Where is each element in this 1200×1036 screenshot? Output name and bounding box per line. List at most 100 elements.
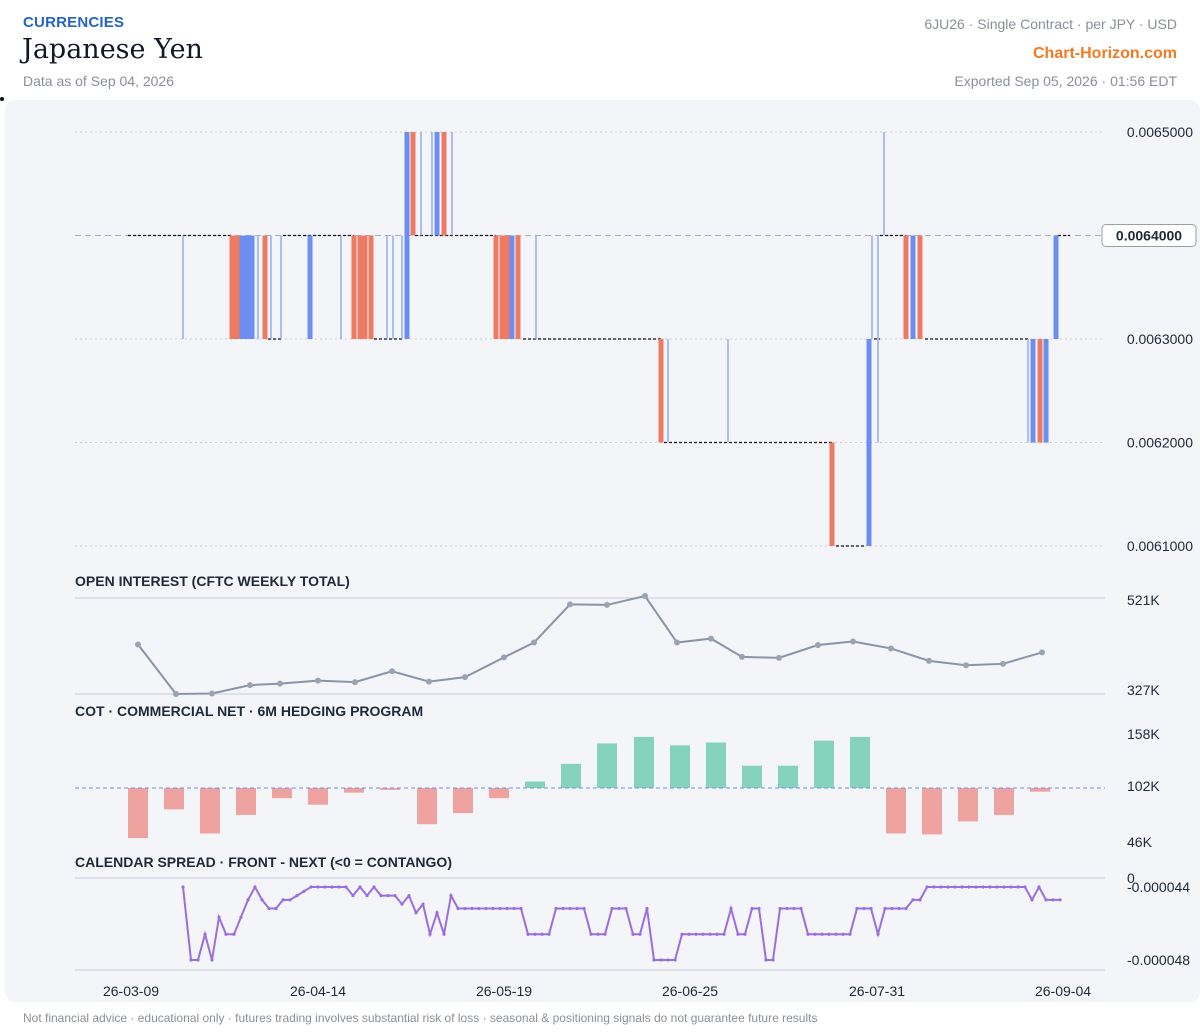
spread-point xyxy=(953,885,957,889)
renko-brick xyxy=(239,235,245,339)
spread-point xyxy=(918,898,922,902)
x-axis-tick: 26-06-25 xyxy=(662,983,718,999)
spread-point xyxy=(974,885,978,889)
cot-bar xyxy=(308,788,328,805)
spread-point xyxy=(827,932,831,936)
spread-y-tick: -0.000048 xyxy=(1127,952,1190,968)
spread-point xyxy=(512,906,516,911)
cot-bar xyxy=(164,788,184,810)
spread-point xyxy=(421,902,425,906)
spread-point xyxy=(547,932,551,936)
spread-point xyxy=(351,893,355,898)
spread-point xyxy=(841,932,845,936)
spread-point xyxy=(708,932,712,936)
spread-point xyxy=(386,893,390,898)
cot-bar xyxy=(706,742,726,788)
spread-point xyxy=(603,932,607,936)
oi-point xyxy=(426,678,432,685)
spread-point xyxy=(743,932,747,936)
cot-bar xyxy=(525,781,545,788)
renko-brick xyxy=(1043,339,1049,443)
spread-point xyxy=(217,915,221,919)
spread-point xyxy=(526,932,530,936)
cot-bar xyxy=(778,765,798,788)
oi-point xyxy=(209,690,215,697)
oi-point xyxy=(315,677,321,684)
disclaimer-footer: Not financial advice · educational only … xyxy=(23,1011,818,1025)
spread-point xyxy=(995,885,999,889)
spread-y-tick: 0 xyxy=(1127,870,1135,886)
spread-point xyxy=(274,906,278,911)
spread-point xyxy=(890,906,894,911)
spread-point xyxy=(540,932,544,936)
cot-bar xyxy=(380,788,400,790)
cot-bar xyxy=(200,788,220,834)
cot-bar xyxy=(128,788,148,839)
spread-point xyxy=(925,885,929,889)
spread-point xyxy=(1030,898,1034,902)
price-y-tick: 0.0063000 xyxy=(1127,331,1193,347)
spread-point xyxy=(181,885,185,889)
spread-point xyxy=(771,958,775,962)
oi-point xyxy=(963,662,969,669)
oi-point xyxy=(850,638,856,645)
renko-brick xyxy=(1030,339,1036,443)
spread-point xyxy=(302,889,306,893)
cot-bar xyxy=(634,736,654,788)
spread-point xyxy=(659,958,663,962)
spread-point xyxy=(498,906,502,911)
spread-point xyxy=(281,898,285,902)
spread-point xyxy=(463,906,467,911)
spread-point xyxy=(435,911,439,915)
oi-point xyxy=(739,653,745,660)
spread-point xyxy=(239,915,243,919)
page-title: Japanese Yen xyxy=(22,34,203,65)
spread-point xyxy=(393,893,397,898)
spread-point xyxy=(673,958,677,962)
renko-brick xyxy=(917,235,923,339)
spread-point xyxy=(1051,898,1055,902)
renko-brick xyxy=(234,235,240,339)
oi-point xyxy=(1000,660,1006,667)
spread-point xyxy=(519,906,523,911)
spread-point xyxy=(1002,885,1006,889)
renko-brick xyxy=(504,235,510,339)
oi-point xyxy=(1039,649,1045,656)
spread-point xyxy=(484,906,488,911)
spread-point xyxy=(260,898,264,902)
spread-point xyxy=(932,885,936,889)
spread-title: CALENDAR SPREAD · FRONT - NEXT (<0 = CON… xyxy=(75,854,452,870)
spread-point xyxy=(764,958,768,962)
renko-brick xyxy=(903,235,909,339)
oi-point xyxy=(888,645,894,652)
spread-point xyxy=(505,906,509,911)
spread-point xyxy=(477,906,481,911)
renko-brick xyxy=(362,235,368,339)
x-axis-tick: 26-05-19 xyxy=(476,983,532,999)
spread-point xyxy=(414,911,418,915)
renko-brick xyxy=(244,235,250,339)
spread-point xyxy=(869,906,873,911)
cot-bar xyxy=(994,788,1014,815)
renko-brick xyxy=(441,132,447,236)
oi-y-tick: 521K xyxy=(1127,592,1160,608)
spread-point xyxy=(897,906,901,911)
spread-point xyxy=(568,906,572,911)
brand-logo[interactable]: Chart-Horizon.com xyxy=(1033,45,1177,62)
spread-point xyxy=(799,906,803,911)
oi-point xyxy=(815,642,821,649)
category-label[interactable]: CURRENCIES xyxy=(23,14,125,31)
x-axis-tick: 26-07-31 xyxy=(849,983,905,999)
spread-point xyxy=(246,898,250,902)
cot-bar xyxy=(453,788,473,814)
spread-point xyxy=(428,932,432,936)
spread-point xyxy=(224,932,228,936)
spread-point xyxy=(610,906,614,911)
oi-point xyxy=(462,674,468,681)
spread-point xyxy=(785,906,789,911)
spread-point xyxy=(911,898,915,902)
spread-point xyxy=(575,906,579,911)
x-axis-tick: 26-09-04 xyxy=(1035,983,1091,999)
renko-brick xyxy=(866,339,872,546)
spread-point xyxy=(757,906,761,911)
